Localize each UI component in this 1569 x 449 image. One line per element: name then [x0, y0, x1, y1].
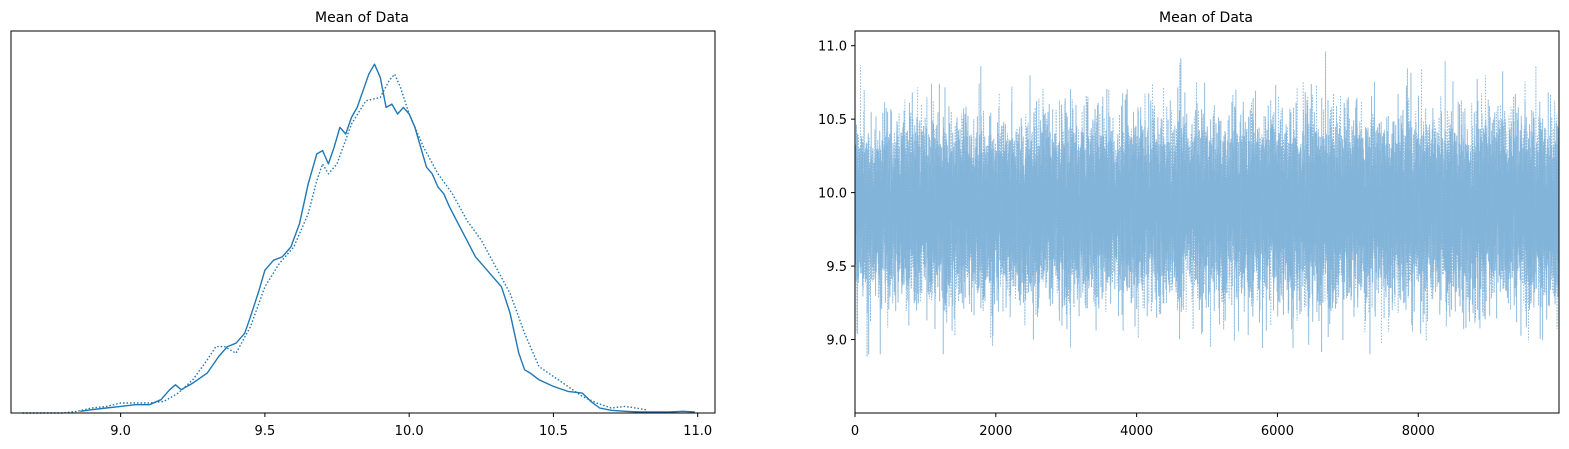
trace-ytick-label: 9.0	[826, 334, 847, 349]
trace-ytick-label: 10.0	[818, 187, 847, 202]
trace-ytick-label: 10.5	[818, 113, 847, 128]
kde-xtick-label: 11.0	[683, 424, 712, 439]
trace-line-dotted	[855, 51, 1559, 357]
trace-xtick-label: 8000	[1402, 424, 1435, 439]
trace-xtick-label: 2000	[979, 424, 1012, 439]
kde-axes-frame	[10, 30, 716, 414]
kde-xtick-label: 9.0	[110, 424, 131, 439]
trace-xtick-label: 4000	[1120, 424, 1153, 439]
kde-x-axis: 9.0 9.5 10.0 10.5 11.0	[110, 413, 712, 439]
trace-y-axis: 9.0 9.5 10.0 10.5 11.0	[818, 40, 855, 349]
trace-panel: Mean of Data 0 2000 4000 6000 8000 9.0 9.5 10.…	[818, 10, 1560, 439]
kde-line-solid	[80, 63, 695, 413]
trace-xtick-label: 0	[851, 424, 859, 439]
kde-xtick-label: 10.5	[539, 424, 568, 439]
trace-axes-frame	[854, 30, 1560, 414]
trace-ytick-label: 9.5	[826, 260, 847, 275]
trace-curves	[855, 51, 1559, 357]
trace-xtick-label: 6000	[1261, 424, 1294, 439]
kde-xtick-label: 10.0	[395, 424, 424, 439]
trace-ytick-label: 11.0	[818, 40, 847, 55]
trace-title: Mean of Data	[1159, 10, 1253, 26]
trace-x-axis: 0 2000 4000 6000 8000	[851, 413, 1435, 439]
kde-curves	[22, 63, 695, 414]
kde-panel: Mean of Data 9.0 9.5 10.0 10.5 11.0	[10, 10, 716, 439]
kde-line-dotted	[22, 73, 646, 414]
kde-xtick-label: 9.5	[255, 424, 276, 439]
kde-title: Mean of Data	[315, 10, 409, 26]
